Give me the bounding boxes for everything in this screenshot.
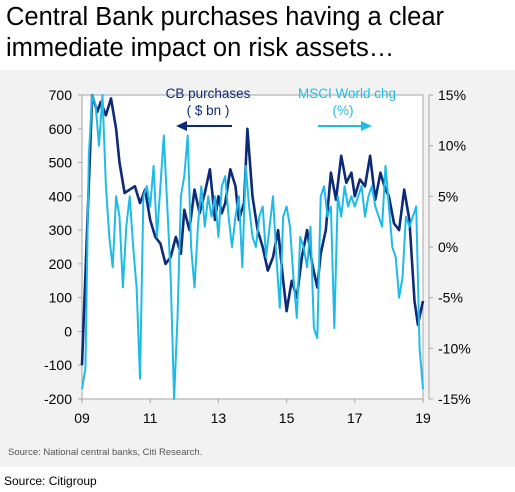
y-left-tick-label: 0: [64, 323, 72, 339]
y-right-tick-label: -5%: [438, 290, 463, 306]
y-right-tick-label: 10%: [438, 138, 466, 154]
y-left-tick-label: 400: [49, 188, 73, 204]
msci-annotation-line1: MSCI World chg: [298, 86, 396, 101]
msci-world-line: [81, 94, 424, 400]
y-left-tick-label: -200: [44, 391, 72, 407]
chart-source-note: Source: National central banks, Citi Res…: [8, 447, 203, 458]
y-left-tick-label: 100: [49, 290, 73, 306]
x-tick-label: 11: [143, 410, 158, 426]
y-right-tick-label: 5%: [438, 188, 458, 204]
msci-annotation-line2: (%): [333, 103, 354, 118]
x-tick-label: 17: [347, 410, 363, 426]
y-left-tick-label: 600: [49, 121, 73, 137]
y-left-tick-label: 700: [49, 87, 73, 103]
y-left-tick-label: -100: [44, 357, 72, 373]
cb-arrow-head: [176, 121, 187, 131]
cb-purchases-line: [80, 93, 425, 366]
x-tick-label: 19: [415, 410, 431, 426]
cb-annotation-line1: CB purchases: [166, 86, 251, 101]
x-tick-label: 15: [279, 410, 295, 426]
y-right-tick-label: -15%: [438, 391, 471, 407]
y-right-tick-label: 15%: [438, 87, 466, 103]
y-right-tick-label: -10%: [438, 340, 471, 356]
y-left-tick-label: 500: [49, 155, 73, 171]
y-left-tick-label: 300: [49, 222, 73, 238]
y-right-tick-label: 0%: [438, 239, 458, 255]
cb-annotation-line2: ( $ bn ): [187, 103, 230, 118]
msci-arrow-head: [361, 121, 372, 131]
y-left-tick-label: 200: [49, 256, 73, 272]
x-tick-label: 09: [74, 410, 90, 426]
page-source-note: Source: Citigroup: [4, 474, 97, 488]
headline: Central Bank purchases having a clear im…: [6, 3, 444, 62]
x-tick-label: 13: [211, 410, 227, 426]
